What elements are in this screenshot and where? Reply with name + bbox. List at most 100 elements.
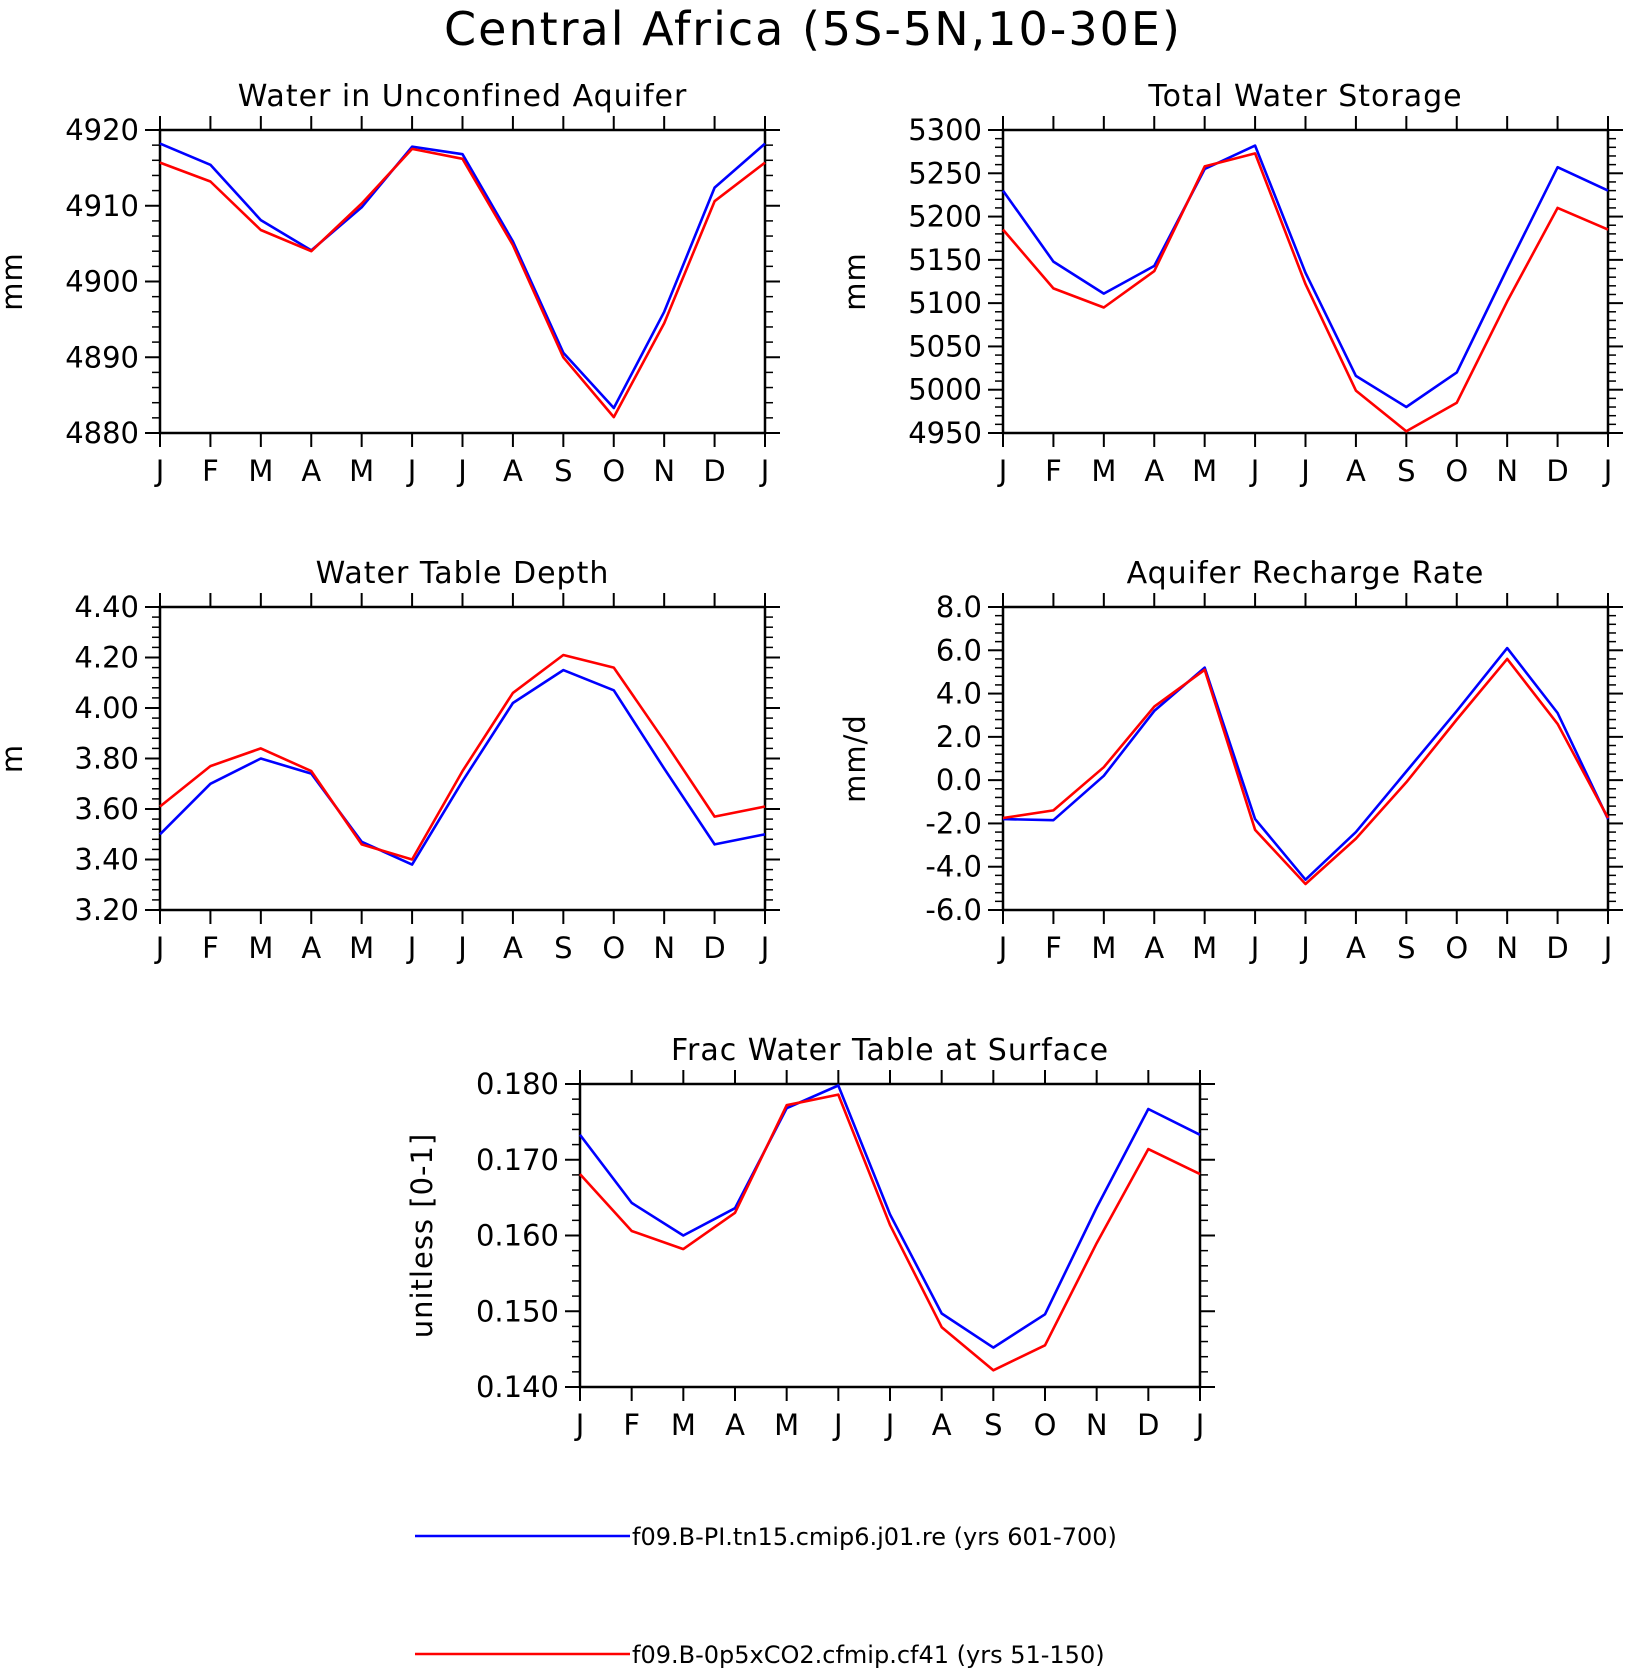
x-tick-label: F	[1045, 931, 1062, 965]
y-tick-label: 5200	[908, 200, 982, 234]
y-tick-label: 4920	[65, 113, 139, 147]
x-tick-label: N	[653, 931, 675, 965]
x-tick-label: A	[301, 454, 321, 488]
y-tick-label: 3.40	[74, 843, 139, 877]
series-2-line	[1002, 152, 1609, 433]
x-tick-label: M	[248, 931, 273, 965]
x-tick-label: D	[703, 454, 725, 488]
x-tick-label: M	[774, 1408, 799, 1442]
y-tick-label: 4900	[65, 265, 139, 299]
x-tick-label: S	[1397, 931, 1415, 965]
x-tick-label: J	[406, 454, 417, 488]
y-axis-label: mm	[0, 252, 29, 311]
x-tick-label: N	[653, 454, 675, 488]
y-tick-label: 3.60	[74, 792, 139, 826]
x-tick-label: S	[554, 931, 572, 965]
y-axis-label: unitless [0-1]	[405, 1133, 439, 1339]
y-axis-label: m	[0, 744, 29, 773]
x-tick-label: J	[1249, 454, 1260, 488]
series-1-line	[159, 142, 766, 410]
x-tick-label: J	[759, 931, 770, 965]
panel-title: Total Water Storage	[1147, 79, 1462, 114]
x-tick-label: J	[1602, 931, 1613, 965]
x-tick-label: D	[1546, 454, 1568, 488]
series-1-line	[159, 668, 766, 866]
x-tick-label: D	[1546, 931, 1568, 965]
y-tick-label: 5050	[908, 329, 982, 363]
x-tick-label: S	[984, 1408, 1002, 1442]
series-1-line	[578, 1084, 1201, 1349]
figure-title: Central Africa (5S-5N,10-30E)	[444, 2, 1182, 56]
x-tick-label: J	[406, 931, 417, 965]
panel-title: Frac Water Table at Surface	[671, 1033, 1109, 1068]
x-tick-label: N	[1086, 1408, 1108, 1442]
x-tick-label: J	[832, 1408, 843, 1442]
y-tick-label: 4880	[65, 416, 139, 450]
x-tick-label: D	[703, 931, 725, 965]
y-tick-label: 5000	[908, 373, 982, 407]
x-tick-label: J	[154, 931, 165, 965]
y-tick-label: 5100	[908, 286, 982, 320]
y-tick-label: 0.0	[936, 763, 982, 797]
x-tick-label: O	[1445, 931, 1468, 965]
x-tick-label: J	[154, 454, 165, 488]
panel-title: Water Table Depth	[316, 556, 610, 591]
y-tick-label: 6.0	[936, 633, 982, 667]
series-2-line	[159, 653, 766, 861]
y-tick-label: 4.20	[74, 641, 139, 675]
chart-panel-2: J F M A M J J A S O N D J495050005050510051505200525…	[838, 79, 1623, 488]
y-tick-label: -4.0	[925, 850, 982, 884]
x-tick-label: F	[202, 454, 219, 488]
y-tick-label: 2.0	[936, 720, 982, 754]
series-2-line	[159, 147, 766, 419]
x-tick-label: A	[503, 931, 523, 965]
series-2-line	[1002, 657, 1610, 886]
x-tick-label: D	[1137, 1408, 1159, 1442]
chart-panel-3: J F M A M J J A S O N D J3.203.403.603.804.004.204.4…	[0, 556, 780, 965]
x-tick-label: O	[1445, 454, 1468, 488]
x-tick-label: O	[602, 454, 625, 488]
x-tick-label: F	[623, 1408, 640, 1442]
y-tick-label: 4890	[65, 340, 139, 374]
x-tick-label: O	[602, 931, 625, 965]
x-tick-label: J	[456, 931, 467, 965]
legend-label-series-2: f09.B-0p5xCO2.cfmip.cf41 (yrs 51-150)	[632, 1641, 1105, 1669]
x-tick-label: A	[1144, 931, 1164, 965]
x-tick-label: M	[671, 1408, 696, 1442]
legend: f09.B-PI.tn15.cmip6.j01.re (yrs 601-700)…	[415, 1523, 1117, 1669]
chart-panel-5: J F M A M J J A S O N D J0.1400.1500.1600.1700.180Fr…	[405, 1033, 1215, 1442]
plot-frame	[1001, 605, 1610, 912]
plot-frame	[578, 1082, 1202, 1389]
y-tick-label: 8.0	[936, 590, 982, 624]
x-tick-label: J	[759, 454, 770, 488]
y-tick-label: 3.80	[74, 742, 139, 776]
plot-frame	[158, 605, 767, 912]
y-tick-label: 5250	[908, 156, 982, 190]
x-tick-label: M	[349, 454, 374, 488]
y-tick-label: -6.0	[925, 893, 982, 927]
x-tick-label: J	[574, 1408, 585, 1442]
y-tick-label: 3.20	[74, 893, 139, 927]
series-2-line	[579, 1093, 1201, 1372]
x-tick-label: J	[1602, 454, 1613, 488]
x-tick-label: J	[1249, 931, 1260, 965]
x-tick-label: M	[1091, 454, 1116, 488]
y-tick-label: 5300	[908, 113, 982, 147]
x-tick-label: F	[202, 931, 219, 965]
x-tick-label: J	[884, 1408, 895, 1442]
x-tick-label: M	[349, 931, 374, 965]
series-1-line	[1002, 646, 1610, 882]
x-tick-label: J	[456, 454, 467, 488]
x-tick-label: M	[248, 454, 273, 488]
x-tick-label: F	[1045, 454, 1062, 488]
y-tick-label: 0.180	[476, 1067, 559, 1101]
y-tick-label: -2.0	[925, 806, 982, 840]
x-tick-label: S	[554, 454, 572, 488]
y-tick-label: 5150	[908, 243, 982, 277]
y-tick-label: 4.40	[74, 590, 139, 624]
y-tick-label: 4950	[908, 416, 982, 450]
x-tick-label: M	[1192, 931, 1217, 965]
